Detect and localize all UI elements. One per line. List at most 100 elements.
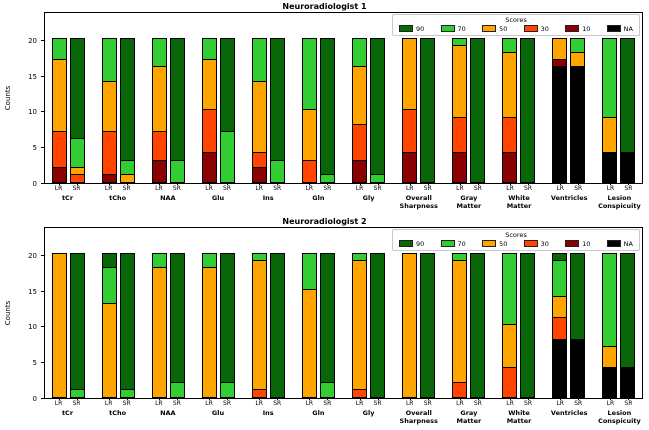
y-axis-label: Counts: [4, 300, 12, 326]
legend-swatch-10: [565, 25, 580, 33]
bar-sublabel-sr: SR: [521, 398, 536, 407]
bar-group: [202, 252, 235, 398]
stacked-bar-lr: [102, 37, 117, 183]
y-tick-mark: [41, 290, 44, 292]
stacked-bar-sr: [620, 37, 635, 183]
segment-score-70: [571, 38, 584, 54]
bar-sublabels: LR SR: [352, 183, 385, 192]
bar-sublabels: LR SR: [51, 183, 84, 192]
legend-label: NA: [623, 239, 633, 248]
chart-neuroradiologist-2: Neuroradiologist 2 Counts 0 5 10 15 20 Score…: [0, 215, 649, 430]
segment-score-70: [453, 253, 466, 261]
bar-sublabels: LR SR: [603, 398, 636, 407]
bar-sublabel-lr: LR: [553, 183, 568, 192]
segment-score-90: [71, 253, 84, 390]
bars: [45, 228, 642, 398]
legend-swatch-30: [523, 25, 538, 33]
x-axis-labels: LR SR tCr LR SR tCho LR SR NAA LR SR Glu LR SR Ins LR SR…: [44, 398, 643, 426]
stacked-bar-sr: [320, 37, 335, 183]
bar-group: [252, 252, 285, 398]
segment-score-70: [53, 38, 66, 61]
segment-score-30: [203, 110, 216, 154]
stacked-bar-sr: [470, 37, 485, 183]
stacked-bar-sr: [120, 37, 135, 183]
bar-sublabels: LR SR: [553, 183, 586, 192]
category-label: White Matter: [506, 409, 532, 426]
x-label-group: LR SR Lesion Conspicuity: [598, 183, 641, 210]
y-tick-label: 10: [28, 323, 37, 332]
segment-score-50: [253, 260, 266, 390]
x-label-group: LR SR Ins: [252, 398, 285, 425]
category-label: Overall Sharpness: [399, 409, 438, 426]
bar-sublabel-sr: SR: [521, 183, 536, 192]
legend-label: 50: [499, 24, 508, 33]
bar-sublabel-lr: LR: [503, 398, 518, 407]
segment-score-30: [553, 318, 566, 340]
segment-score-na: [621, 368, 634, 397]
segment-score-30: [453, 382, 466, 397]
x-label-group: LR SR tCho: [101, 183, 134, 210]
segment-score-90: [171, 253, 184, 383]
segment-score-90: [521, 253, 534, 397]
category-label: Gly: [362, 409, 375, 417]
bar-sublabel-lr: LR: [503, 183, 518, 192]
legend-entry-10: 10: [565, 240, 590, 248]
x-label-group: LR SR tCr: [51, 183, 84, 210]
y-tick-mark: [41, 326, 44, 328]
legend-swatch-30: [523, 240, 538, 248]
x-label-group: LR SR tCr: [51, 398, 84, 425]
category-label: Lesion Conspicuity: [598, 194, 641, 211]
stacked-bar-lr: [202, 37, 217, 183]
segment-score-10: [353, 160, 366, 182]
segment-score-90: [621, 253, 634, 369]
bar-sublabel-sr: SR: [571, 183, 586, 192]
legend-label: 30: [540, 24, 549, 33]
legend-label: 30: [540, 239, 549, 248]
legend-entry-70: 70: [440, 25, 466, 33]
category-label: Ins: [262, 409, 274, 417]
segment-score-70: [321, 174, 334, 182]
y-tick-label: 20: [28, 251, 37, 260]
y-axis-label-column: Counts: [0, 12, 16, 184]
segment-score-10: [103, 174, 116, 182]
segment-score-na: [571, 67, 584, 182]
bar-sublabels: LR SR: [352, 398, 385, 407]
legend-entry-50: 50: [482, 25, 507, 33]
x-axis-labels: LR SR tCr LR SR tCho LR SR NAA LR SR Glu LR SR Ins LR SR…: [44, 183, 643, 210]
legend-swatch-70: [440, 240, 455, 248]
stacked-bar-sr: [270, 37, 285, 183]
segment-score-50: [253, 81, 266, 154]
bar-sublabels: LR SR: [101, 183, 134, 192]
bar-sublabels: LR SR: [452, 398, 485, 407]
stacked-bar-lr: [352, 252, 367, 398]
segment-score-50: [603, 346, 616, 369]
legend-entry-30: 30: [523, 239, 549, 248]
x-label-group: LR SR NAA: [151, 398, 184, 425]
segment-score-90: [371, 38, 384, 175]
bar-group: [402, 252, 435, 398]
segment-score-70: [221, 131, 234, 182]
segment-score-50: [53, 253, 66, 397]
stacked-bar-sr: [620, 252, 635, 398]
chart-title: Neuroradiologist 2: [282, 217, 367, 226]
bar-sublabel-sr: SR: [119, 183, 134, 192]
bar-sublabel-lr: LR: [151, 398, 166, 407]
stacked-bar-lr: [452, 252, 467, 398]
plot-row: Counts 0 5 10 15 20 Scores 90 70 50 30 10 NA: [0, 12, 649, 188]
legend-label: 50: [499, 239, 508, 248]
segment-score-30: [71, 174, 84, 182]
bar-sublabels: LR SR: [302, 398, 335, 407]
x-label-group: LR SR Ventricles: [551, 398, 588, 425]
category-label: NAA: [160, 409, 176, 417]
legend-entry-90: 90: [399, 240, 424, 248]
bar-group: [102, 37, 135, 183]
bar-sublabel-lr: LR: [51, 183, 66, 192]
legend-swatch-na: [606, 25, 621, 33]
y-tick-label: 5: [32, 359, 37, 368]
segment-score-50: [153, 67, 166, 132]
bar-sublabel-lr: LR: [302, 183, 317, 192]
legend-label: 70: [457, 239, 466, 248]
bar-group: [352, 37, 385, 183]
segment-score-90: [371, 253, 384, 397]
category-label: tCr: [61, 409, 74, 417]
